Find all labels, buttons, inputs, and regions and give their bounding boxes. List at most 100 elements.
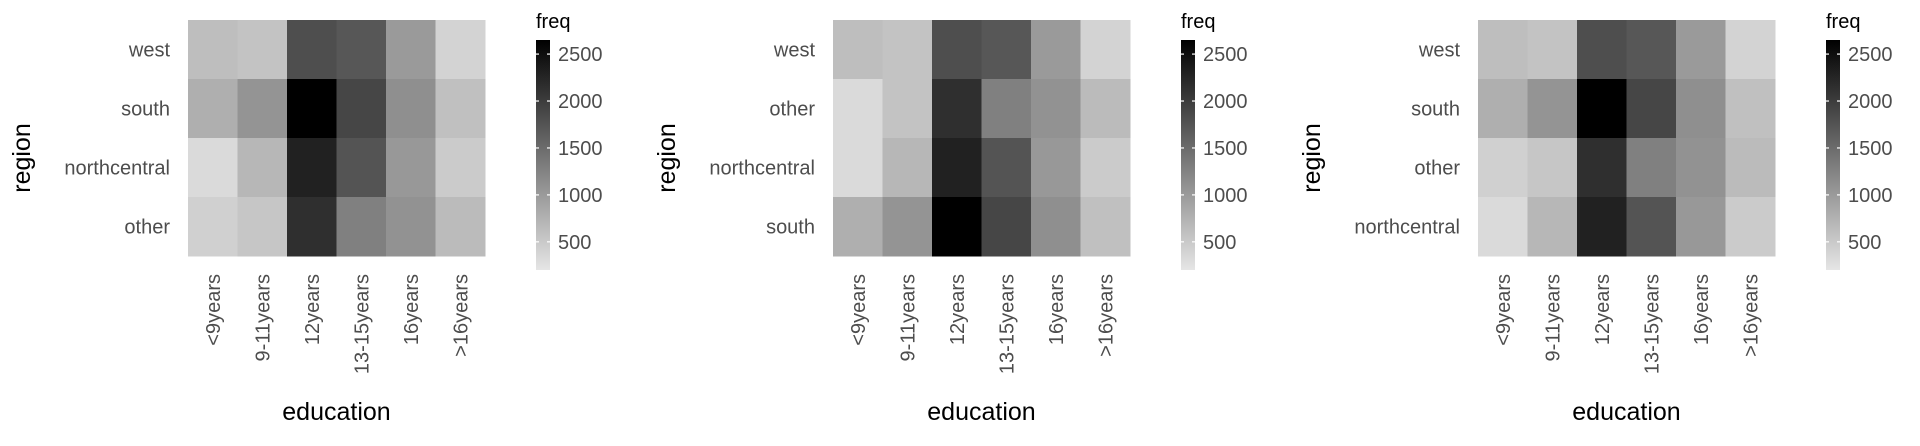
- heatmap-cell: [833, 79, 883, 139]
- heatmap-cell: [1577, 20, 1627, 80]
- heatmap-cell: [386, 138, 436, 198]
- x-tick-label: 9-11years: [897, 274, 919, 361]
- legend-tick-label: 1500: [1848, 138, 1893, 160]
- heatmap-cell: [1626, 79, 1677, 139]
- legend-tick-label: 2000: [1848, 91, 1893, 113]
- heatmap-cell: [882, 138, 933, 198]
- x-tick-label: 9-11years: [1542, 274, 1564, 361]
- heatmap-panel-1: west south northcentral other <9years 9-11yea…: [8, 11, 603, 426]
- heatmap-cell: [882, 79, 933, 139]
- y-axis-title: region: [8, 123, 36, 193]
- y-tick-label: south: [1411, 99, 1460, 121]
- legend-tick-label: 500: [1203, 232, 1236, 254]
- legend-tick-label: 2500: [1203, 44, 1248, 66]
- heatmap-cell: [435, 20, 486, 80]
- y-tick-label: other: [124, 217, 170, 239]
- legend-tick-label: 2000: [1203, 91, 1248, 113]
- heatmap-cell: [1478, 197, 1528, 257]
- heatmap-cell: [287, 197, 337, 257]
- x-tick-label: 12years: [302, 274, 324, 345]
- x-tick-label: 12years: [947, 274, 969, 345]
- heatmap-cell: [435, 197, 486, 257]
- x-tick-label: 16years: [1046, 274, 1068, 345]
- x-tick-label: 13-15years: [351, 274, 373, 374]
- heatmap-cell: [237, 138, 288, 198]
- y-tick-label: west: [773, 40, 816, 62]
- x-axis-title: education: [282, 398, 390, 426]
- heatmap-cell: [1031, 197, 1081, 257]
- heatmap-panel-3: west south other northcentral <9years 9-11yea…: [1298, 11, 1893, 426]
- heatmap-cell: [833, 20, 883, 80]
- heatmap-cell: [1626, 20, 1677, 80]
- heatmap-cell: [386, 79, 436, 139]
- heatmap-cell: [1080, 138, 1131, 198]
- legend-tick-label: 1500: [558, 138, 603, 160]
- heatmap-cell: [1577, 197, 1627, 257]
- legend-tick-label: 2000: [558, 91, 603, 113]
- heatmap-cell: [1031, 20, 1081, 80]
- y-tick-label: south: [121, 99, 170, 121]
- heatmap-cell: [1031, 138, 1081, 198]
- x-tick-label: 16years: [1691, 274, 1713, 345]
- x-tick-label: 13-15years: [996, 274, 1018, 374]
- heatmap-cell: [386, 197, 436, 257]
- y-axis-title: region: [653, 123, 681, 193]
- heatmap-cell: [1080, 79, 1131, 139]
- heatmap-cell: [1725, 138, 1776, 198]
- heatmap-cell: [1577, 79, 1627, 139]
- legend-colorbar: [1181, 40, 1195, 270]
- legend-tick-label: 500: [558, 232, 591, 254]
- y-tick-label: northcentral: [1354, 217, 1460, 239]
- x-tick-label: >16years: [1740, 274, 1762, 357]
- x-tick-label: 16years: [401, 274, 423, 345]
- y-axis-title: region: [1298, 123, 1326, 193]
- color-legend: freq 500 1000 1500 2000 2500: [1181, 11, 1248, 270]
- heatmap-cell: [1527, 79, 1578, 139]
- heatmap-cell: [336, 138, 387, 198]
- x-tick-label: <9years: [848, 274, 870, 346]
- x-tick-label: <9years: [1493, 274, 1515, 346]
- heatmap-cell: [336, 79, 387, 139]
- heatmap-cell: [1577, 138, 1627, 198]
- heatmap-cell: [336, 20, 387, 80]
- heatmap-cell: [1676, 197, 1726, 257]
- heatmap-cell: [1080, 20, 1131, 80]
- heatmap-cell: [1725, 197, 1776, 257]
- heatmap-cell: [435, 138, 486, 198]
- y-tick-label: northcentral: [64, 158, 170, 180]
- heatmap-cell: [1478, 79, 1528, 139]
- x-axis-title: education: [927, 398, 1035, 426]
- legend-tick-label: 1000: [558, 185, 603, 207]
- heatmap-cell: [1676, 79, 1726, 139]
- legend-tick-label: 1500: [1203, 138, 1248, 160]
- heatmap-cell: [386, 20, 436, 80]
- legend-tick-label: 2500: [558, 44, 603, 66]
- y-tick-label: west: [1418, 40, 1461, 62]
- heatmap-cell: [1031, 79, 1081, 139]
- heatmap-cell: [287, 79, 337, 139]
- heatmap-cell: [287, 138, 337, 198]
- heatmap-cell: [1527, 197, 1578, 257]
- x-tick-label: >16years: [450, 274, 472, 357]
- heatmap-cell: [981, 197, 1032, 257]
- heatmap-panel-2: west other northcentral south <9years 9-11yea…: [653, 11, 1248, 426]
- heatmap-cell: [1626, 138, 1677, 198]
- y-tick-label: northcentral: [709, 158, 815, 180]
- heatmap-cell: [882, 197, 933, 257]
- heatmap-cell: [882, 20, 933, 80]
- legend-title: freq: [1181, 11, 1215, 33]
- heatmap-cell: [1725, 20, 1776, 80]
- heatmap-cell: [1527, 20, 1578, 80]
- x-tick-label: <9years: [203, 274, 225, 346]
- heatmap-cell: [188, 79, 238, 139]
- x-tick-label: 13-15years: [1641, 274, 1663, 374]
- heatmap-cell: [188, 20, 238, 80]
- x-tick-label: >16years: [1095, 274, 1117, 357]
- heatmap-cell: [1478, 20, 1528, 80]
- y-tick-label: south: [766, 217, 815, 239]
- color-legend: freq 500 1000 1500 2000 2500: [536, 11, 603, 270]
- heatmap-cell: [435, 79, 486, 139]
- heatmap-cell: [932, 20, 982, 80]
